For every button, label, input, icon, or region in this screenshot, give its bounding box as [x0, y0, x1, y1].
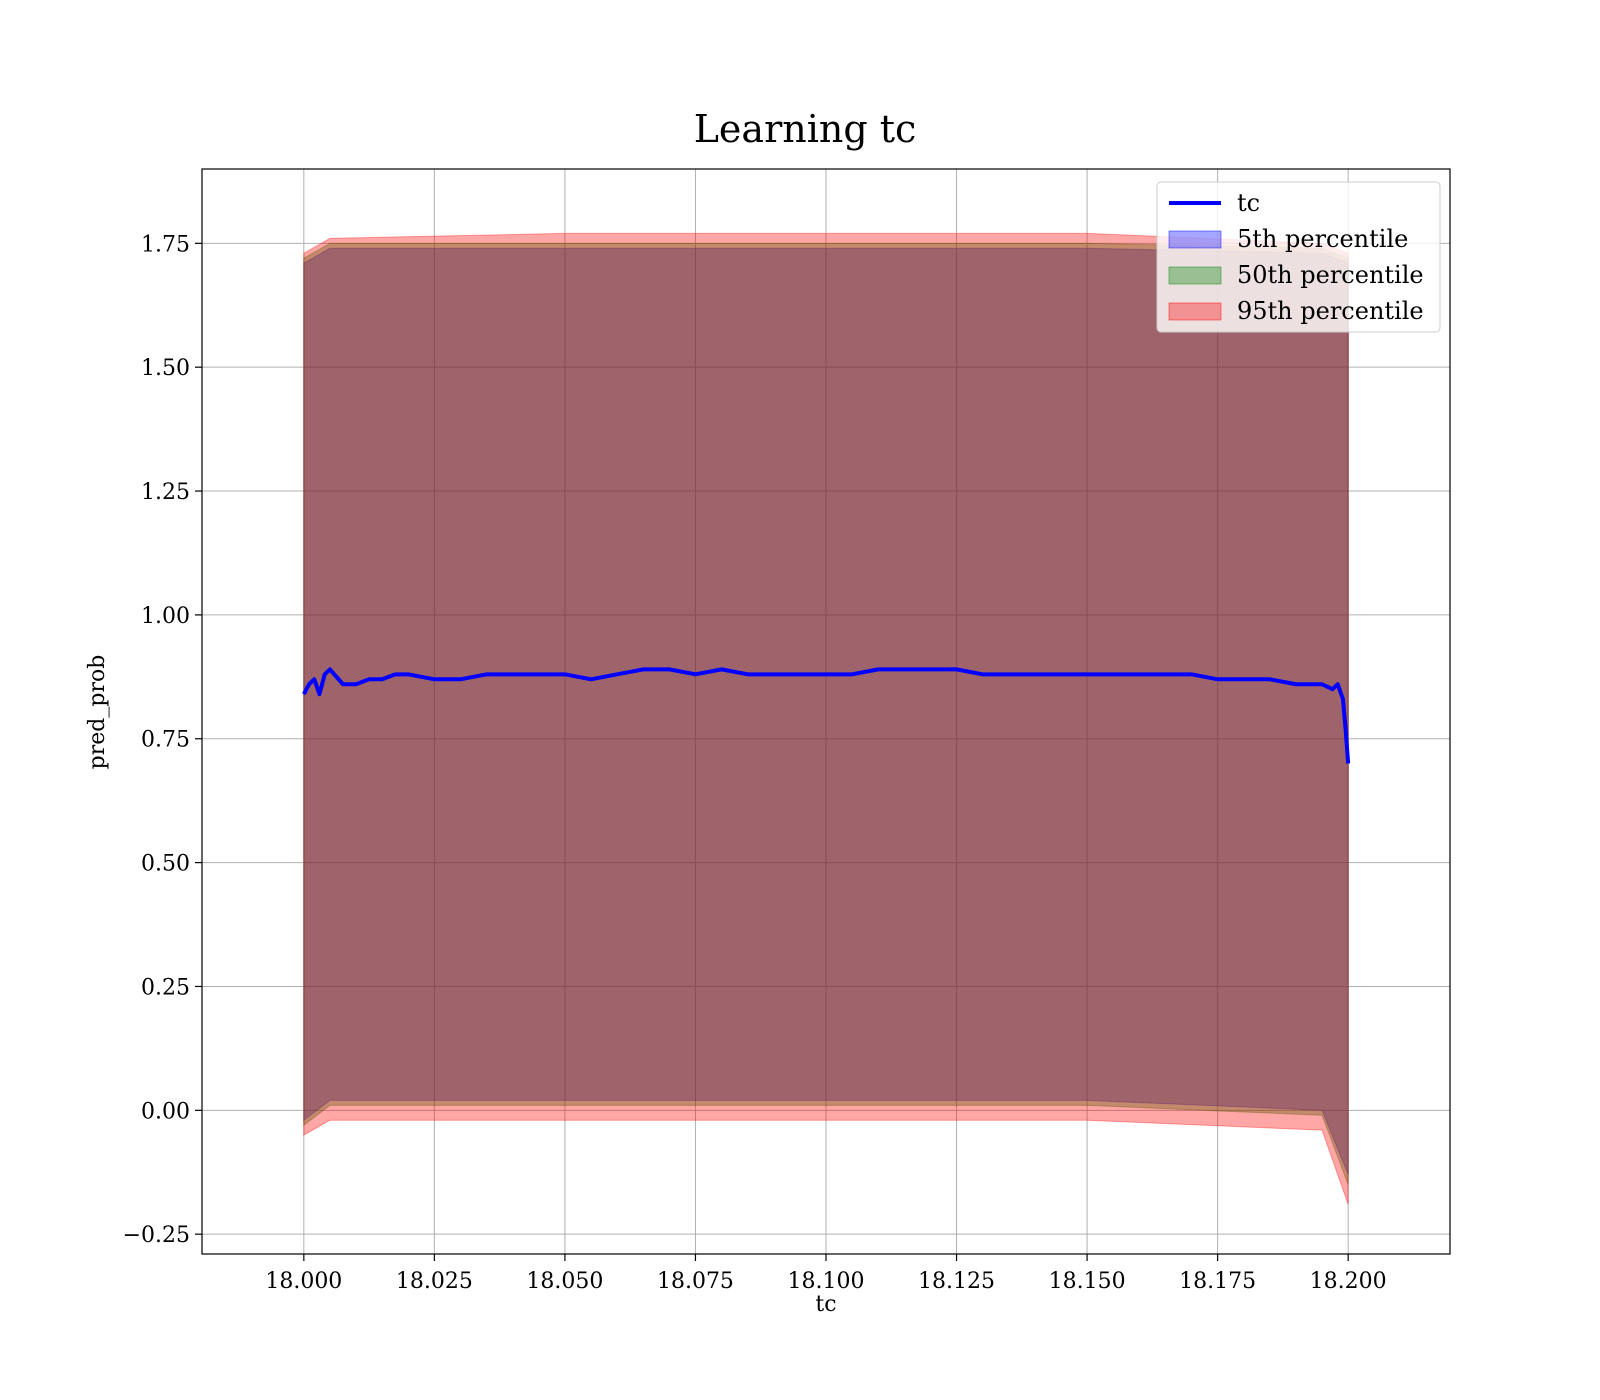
grid	[202, 169, 1450, 1254]
y-tick-label: −0.25	[123, 1223, 190, 1248]
x-axis-label: tc	[815, 1292, 836, 1317]
series-lines	[302, 667, 1351, 764]
series-line-tc	[302, 667, 1351, 764]
x-tick-label: 18.175	[1179, 1269, 1256, 1294]
y-tick-label: 1.00	[141, 604, 190, 629]
x-tick-label: 18.150	[1049, 1269, 1126, 1294]
y-tick-label: 1.75	[141, 232, 190, 257]
legend: tc 5th percentile 50th percentile 95th perc…	[1156, 181, 1441, 333]
y-tick-label: 1.25	[141, 480, 190, 505]
band-5th-percentile	[303, 247, 1349, 1175]
x-tick-label: 18.050	[526, 1269, 603, 1294]
band-50th-percentile	[303, 242, 1349, 1185]
x-tick-label: 18.200	[1310, 1269, 1387, 1294]
y-tick-label: 0.25	[141, 975, 190, 1000]
y-axis-ticks: −0.25 0.00 0.25 0.50 0.75 1.00 1.25 1.50 1.75	[123, 232, 202, 1248]
x-axis-ticks: 18.000 18.025 18.050 18.075 18.100 18.125 18.1…	[265, 1254, 1387, 1294]
legend-label: 50th percentile	[1237, 261, 1424, 289]
legend-box	[1156, 181, 1441, 333]
x-tick-label: 18.000	[265, 1269, 342, 1294]
x-tick-label: 18.075	[657, 1269, 734, 1294]
x-tick-label: 18.125	[918, 1269, 995, 1294]
y-tick-label: 0.75	[141, 728, 190, 753]
x-tick-label: 18.025	[396, 1269, 473, 1294]
legend-swatch-band	[1168, 266, 1222, 285]
legend-label: tc	[1237, 189, 1260, 217]
legend-label: 95th percentile	[1237, 297, 1424, 325]
y-tick-label: 0.00	[141, 1099, 190, 1124]
y-axis-label: pred_prob	[85, 655, 110, 770]
legend-swatch-band	[1168, 302, 1222, 321]
chart-title: Learning tc	[694, 107, 917, 151]
y-tick-label: 1.50	[141, 356, 190, 381]
percentile-bands	[303, 232, 1349, 1205]
x-tick-label: 18.100	[788, 1269, 865, 1294]
legend-label: 5th percentile	[1237, 225, 1408, 253]
y-tick-label: 0.50	[141, 852, 190, 877]
legend-swatch-band	[1168, 230, 1222, 249]
band-95th-percentile	[303, 232, 1349, 1205]
